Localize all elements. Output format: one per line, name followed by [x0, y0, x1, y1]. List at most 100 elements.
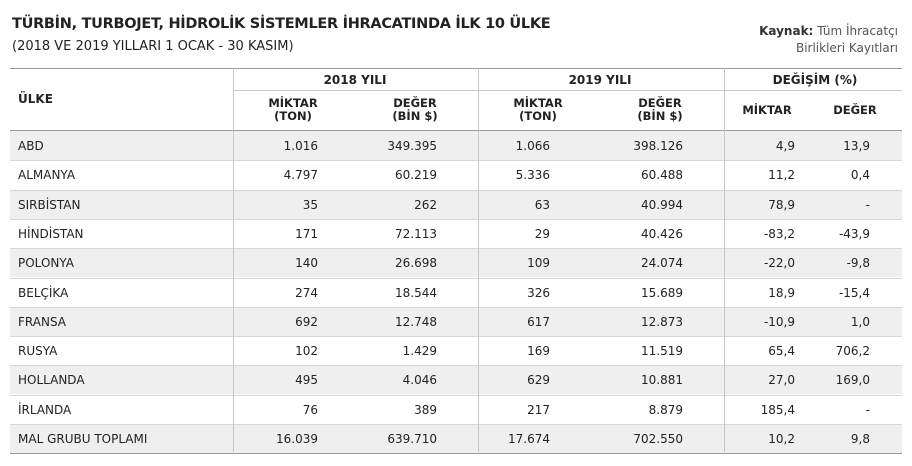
cell: 274 — [295, 285, 318, 300]
sub-header: DEĞER — [833, 104, 877, 117]
cell: 29 — [534, 226, 550, 241]
cell: 17.674 — [508, 432, 550, 446]
cell: -22,0 — [763, 256, 795, 271]
cell: -43,9 — [838, 226, 870, 241]
rule — [10, 453, 902, 455]
sub-header-line: DEĞER — [833, 103, 877, 117]
sub-header-line: DEĞER — [638, 96, 682, 110]
cell: 349.395 — [387, 139, 437, 153]
cell: 389 — [414, 402, 437, 417]
row-shade — [10, 306, 902, 336]
cell: 60.488 — [641, 168, 683, 183]
column-rule — [478, 68, 479, 452]
source: Kaynak: Tüm İhracatçı — [759, 24, 898, 38]
sub-header-line: MİKTAR — [513, 96, 563, 110]
cell: 140 — [295, 256, 318, 271]
row-rule — [10, 160, 902, 162]
title: TÜRBİN, TURBOJET, HİDROLİK SİSTEMLER İHR… — [12, 16, 551, 32]
row-shade — [10, 248, 902, 278]
cell: 102 — [295, 344, 318, 359]
row-rule — [10, 336, 902, 338]
cell: 10.881 — [641, 373, 683, 388]
sub-header-line: (TON) — [519, 109, 557, 123]
country: ABD — [18, 139, 44, 153]
cell: 4.046 — [402, 373, 437, 388]
cell: 26.698 — [395, 256, 437, 271]
country: MAL GRUBU TOPLAMI — [18, 432, 148, 446]
country: ALMANYA — [18, 168, 76, 183]
source-text: Tüm İhracatçı — [817, 24, 898, 38]
cell: 10,2 — [768, 432, 795, 446]
column-header: ÜLKE — [18, 92, 53, 106]
sub-header-line: (BİN $) — [637, 109, 683, 123]
sub-header: MİKTAR — [742, 104, 791, 117]
cell: 11.519 — [641, 344, 683, 359]
cell: 171 — [295, 226, 318, 241]
cell: 12.748 — [395, 314, 437, 329]
row-shade — [10, 365, 902, 395]
cell: 18.544 — [395, 285, 437, 300]
column-rule — [724, 68, 725, 452]
row-rule — [10, 218, 902, 220]
column-rule — [233, 68, 234, 452]
sub-header-line: MİKTAR — [742, 103, 792, 117]
row-rule — [10, 277, 902, 279]
source-label: Kaynak: — [759, 24, 814, 38]
cell: 639.710 — [387, 432, 437, 446]
rule — [233, 90, 902, 91]
row-shade — [10, 424, 902, 453]
sub-header: DEĞER (BİN $) — [637, 97, 682, 123]
country: FRANSA — [18, 314, 66, 329]
cell: 326 — [527, 285, 550, 300]
cell: 1.016 — [283, 139, 318, 153]
cell: 24.074 — [641, 256, 683, 271]
cell: 185,4 — [760, 402, 795, 417]
cell: 40.994 — [641, 197, 683, 212]
country: İRLANDA — [18, 402, 72, 417]
cell: - — [865, 197, 870, 212]
sub-header-line: (BİN $) — [392, 109, 438, 123]
cell: 63 — [534, 197, 550, 212]
sub-header: MİKTAR (TON) — [513, 97, 562, 123]
cell: 9,8 — [850, 432, 870, 446]
sub-header: MİKTAR (TON) — [268, 97, 317, 123]
cell: 629 — [527, 373, 550, 388]
cell: 72.113 — [395, 226, 437, 241]
cell: 169 — [527, 344, 550, 359]
cell: 27,0 — [768, 373, 795, 388]
sub-header-line: MİKTAR — [268, 96, 318, 110]
cell: 217 — [527, 402, 550, 417]
cell: -9,8 — [846, 256, 870, 271]
row-rule — [10, 424, 902, 425]
row-rule — [10, 248, 902, 250]
country: HİNDİSTAN — [18, 226, 84, 241]
cell: 8.879 — [648, 402, 683, 417]
cell: -83,2 — [763, 226, 795, 241]
sub-header-line: DEĞER — [393, 96, 437, 110]
cell: 262 — [414, 197, 437, 212]
country: RUSYA — [18, 344, 58, 359]
cell: 76 — [302, 402, 318, 417]
cell: 35 — [302, 197, 318, 212]
row-shade — [10, 189, 902, 219]
cell: -10,9 — [763, 314, 795, 329]
subtitle: (2018 VE 2019 YILLARI 1 OCAK - 30 KASIM) — [12, 39, 294, 54]
rule — [10, 130, 902, 131]
cell: 11,2 — [768, 168, 795, 183]
cell: 16.039 — [276, 432, 318, 446]
country: BELÇİKA — [18, 285, 69, 300]
country: SIRBİSTAN — [18, 197, 81, 212]
country: HOLLANDA — [18, 373, 85, 388]
sub-header-line: (TON) — [274, 109, 312, 123]
group-header: 2018 YILI — [323, 73, 387, 87]
group-header: DEĞİŞİM (%) — [772, 73, 858, 87]
row-rule — [10, 189, 902, 191]
row-shade — [10, 131, 902, 160]
cell: 15.689 — [641, 285, 683, 300]
cell: 617 — [527, 314, 550, 329]
cell: 706,2 — [835, 344, 870, 359]
cell: 109 — [527, 256, 550, 271]
country: POLONYA — [18, 256, 74, 271]
sub-header: DEĞER (BİN $) — [392, 97, 437, 123]
